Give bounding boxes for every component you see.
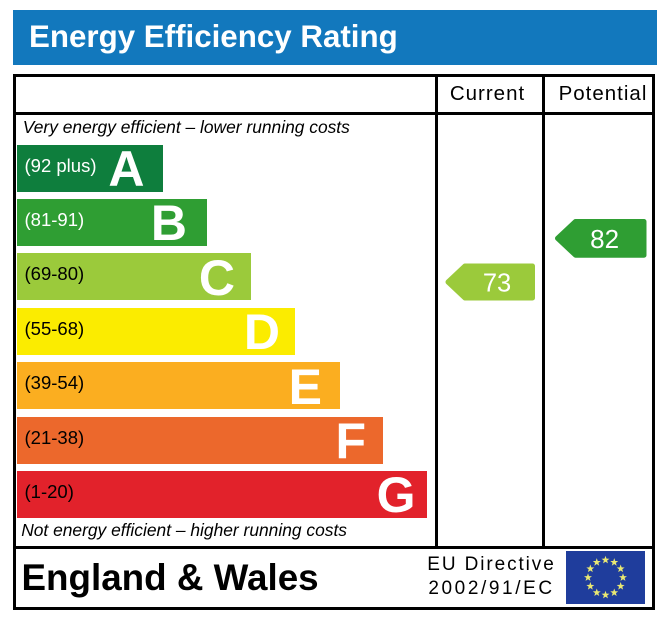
svg-text:73: 73 <box>483 270 511 298</box>
svg-text:82: 82 <box>590 224 619 254</box>
